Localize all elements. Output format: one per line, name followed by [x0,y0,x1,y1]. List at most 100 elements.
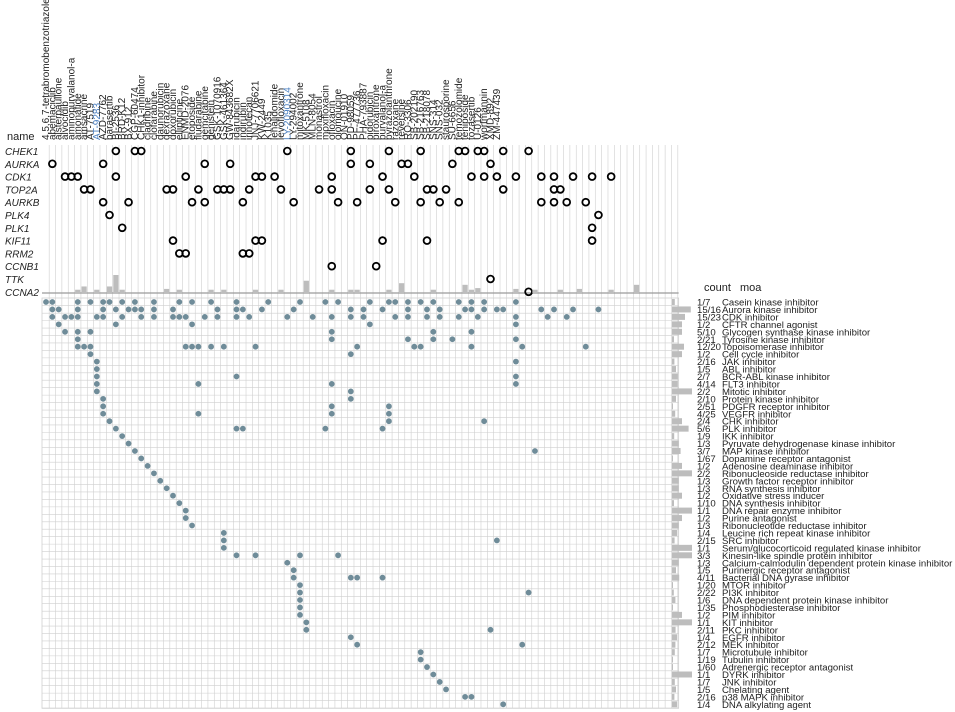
moa-name-label: Tyrosine kinase inhibitor [722,335,826,346]
moa-hit-dot [233,552,240,559]
moa-hit-dot [93,358,100,365]
compound-hit-bar [399,283,405,293]
moa-count-label: 2/4 [697,417,711,428]
compound-label: alsterpaullone [54,77,65,140]
gene-label: AURKB [4,198,40,209]
moa-count-label: 1/2 [697,610,710,621]
gene-hit-ring [194,185,203,194]
moa-hit-dot [347,314,354,320]
moa-count-label: 1/1 [697,618,710,629]
compound-hit-bar [94,289,100,293]
moa-hit-dot [328,328,335,335]
gene-hit-ring [187,197,197,207]
moa-name-label: IKK inhibitor [722,432,775,443]
moa-hit-dot [386,418,392,425]
compound-hit-bar [75,289,81,293]
moa-name-label: PI3K inhibitor [722,588,780,599]
moa-count-bar [672,373,678,380]
gene-hit-ring [422,236,432,245]
moa-name-label: Phosphodiesterase inhibitor [722,603,841,614]
moa-hit-dot [233,306,240,313]
moa-hit-dot [544,314,551,320]
gene-hit-ring [244,249,254,258]
moa-hit-dot [386,403,392,410]
compound-hit-bar [176,289,182,293]
gene-hit-ring [403,159,413,169]
moa-count-label: 1/2 [697,320,710,331]
moa-hit-dot [81,343,87,350]
moa-hit-dot [132,299,138,305]
gene-hit-ring [492,172,502,181]
moa-name-label: MAP kinase inhibitor [722,447,810,458]
moa-count-label: 1/7 [697,648,710,659]
moa-count-bar [672,693,675,700]
compound-label: BI-2536 [111,105,122,140]
moa-hit-dot [468,343,475,350]
moa-name-label: DNA alkylating agent [722,700,811,711]
moa-hit-dot [462,693,468,700]
gene-hit-ring [524,146,533,156]
gene-hit-ring [556,185,565,194]
moa-hit-dot [366,321,373,328]
moa-count-label: 1/2 [697,514,710,525]
gene-hit-ring [346,159,356,169]
moa-hit-dot [43,299,49,305]
moa-count-bar [672,299,675,305]
compound-hit-bar [462,284,468,293]
compound-label: etoposide [187,96,198,140]
compound-label: moxifloxacin [320,85,331,140]
moa-name-label: Topoisomerase inhibitor [722,342,824,353]
moa-hit-dot [347,634,354,641]
moa-hit-dot [538,306,545,313]
moa-hit-dot [405,299,411,305]
compound-label: amsacrine [79,93,90,140]
compound-label: RO-3306 [403,99,414,140]
compound-label: reversine [397,98,408,140]
moa-count-bar [672,500,674,507]
moa-hit-dot [74,306,81,313]
moa-hit-dot [151,299,157,305]
moa-hit-dot [525,589,532,596]
gene-hit-ring [524,287,533,297]
compound-label: SB-218078 [422,90,433,140]
moa-name-label: Serum/glucocorticoid regulated kinase in… [722,543,922,554]
moa-hit-dot [354,641,361,648]
compound-label: clofarabine [149,91,160,140]
moa-hit-dot [354,343,361,350]
gene-hit-ring [225,159,235,169]
gene-hit-ring [289,197,298,207]
moa-hit-dot [417,656,424,663]
moa-count-label: 1/1 [697,670,710,681]
moa-name-label: CHK inhibitor [722,417,779,428]
compound-label: ellipticine [174,98,185,140]
moa-hit-dot [220,544,227,551]
moa-name-label: DYRK inhibitor [722,670,786,681]
moa-count-label: 1/5 [697,566,710,577]
moa-count-bar [672,470,692,477]
moa-hit-dot [322,299,329,305]
gene-hit-ring [581,197,591,207]
moa-hit-dot [595,306,602,313]
moa-count-bar [672,559,679,566]
gene-hit-ring [486,159,495,169]
gene-hit-ring [238,197,248,207]
moa-hit-dot [360,314,367,320]
moa-hit-dot [455,299,462,305]
moa-name-label: PLK inhibitor [722,424,777,435]
moa-count-bar [672,328,682,335]
moa-hit-dot [303,626,310,633]
moa-count-label: 2/15 [697,536,716,547]
moa-hit-dot [259,306,265,313]
compound-label: teniposide [460,94,471,140]
moa-name-label: Bacterial DNA gyrase inhibitor [722,573,850,584]
moa-count-label: 1/6 [697,596,710,607]
moa-hit-dot [163,485,170,492]
moa-hit-dot [493,306,500,313]
compound-hit-bar [557,289,563,293]
moa-hit-dot [195,381,202,387]
gene-hit-ring [371,261,381,271]
compound-hit-bar [386,289,392,293]
moa-name-label: EGFR inhibitor [722,633,786,644]
moa-hit-dot [49,314,56,320]
moa-count-bar [672,597,676,603]
